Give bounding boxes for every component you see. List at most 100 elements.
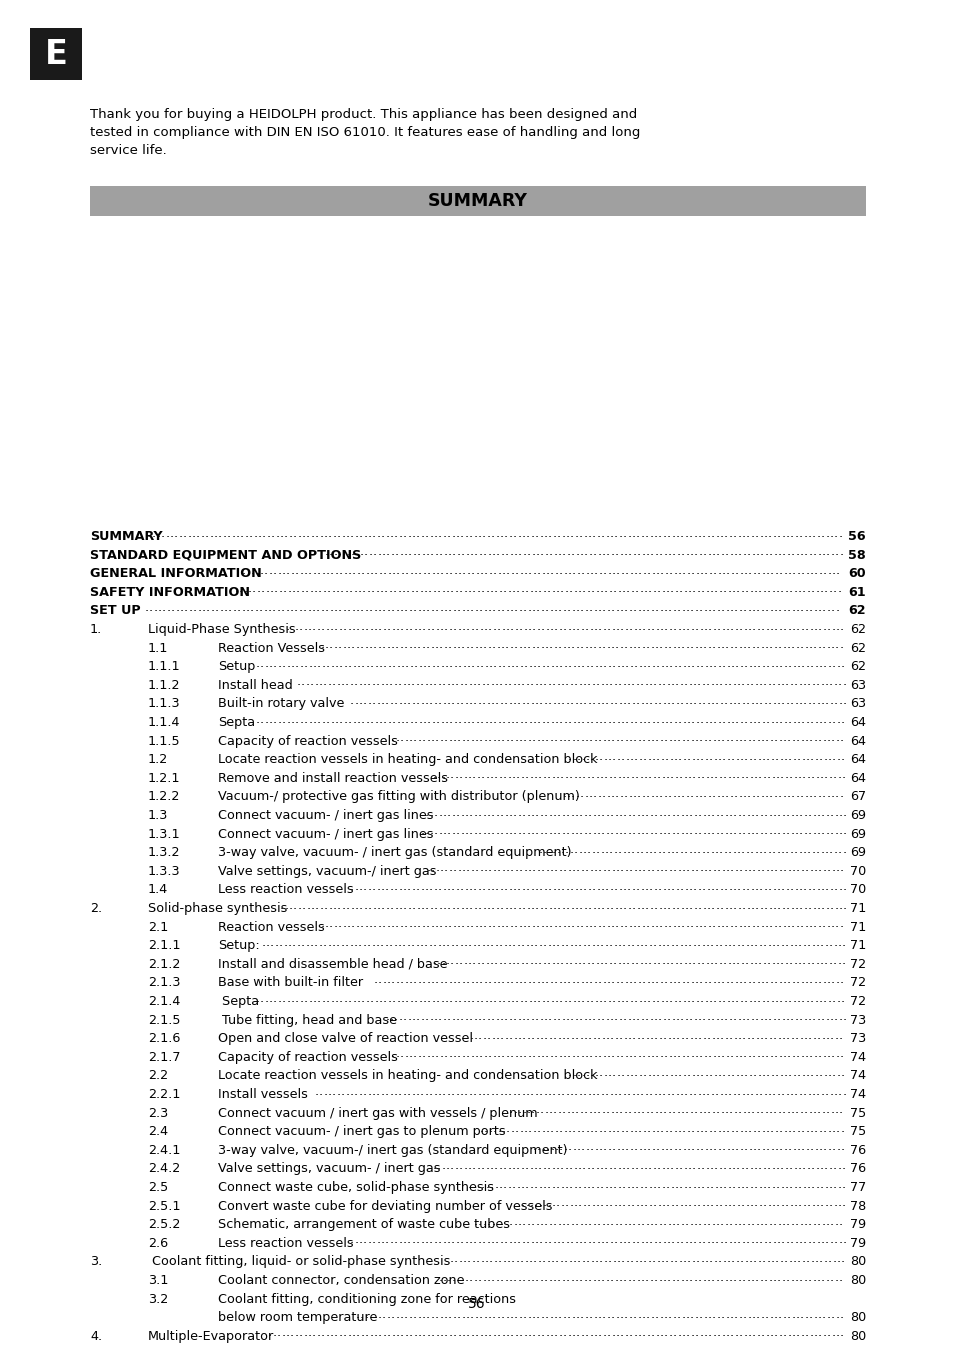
Text: .: .	[770, 954, 775, 967]
Text: .: .	[504, 805, 508, 819]
Text: .: .	[548, 546, 553, 558]
Text: .: .	[817, 917, 821, 931]
Text: .: .	[518, 1327, 522, 1339]
Text: .: .	[720, 620, 724, 632]
Text: .: .	[376, 898, 380, 912]
Text: .: .	[627, 546, 632, 558]
Text: .: .	[791, 1047, 795, 1061]
Text: service life.: service life.	[90, 145, 167, 157]
Text: .: .	[691, 1159, 696, 1173]
Text: .: .	[511, 954, 516, 967]
Text: .: .	[417, 973, 421, 986]
Text: .: .	[665, 1159, 669, 1173]
Text: .: .	[615, 917, 618, 931]
Text: .: .	[582, 676, 586, 689]
Text: .: .	[288, 936, 292, 948]
Text: .: .	[695, 1066, 700, 1079]
Text: .: .	[780, 582, 783, 596]
Text: .: .	[730, 1252, 735, 1265]
Text: .: .	[479, 1252, 484, 1265]
Text: .: .	[540, 1121, 545, 1135]
Text: 63: 63	[849, 697, 865, 711]
Text: .: .	[512, 1233, 517, 1247]
Text: .: .	[684, 788, 689, 800]
Text: .: .	[561, 1029, 565, 1042]
Text: .: .	[774, 1121, 778, 1135]
Text: .: .	[607, 1252, 611, 1265]
Text: .: .	[525, 676, 529, 689]
Text: .: .	[798, 676, 801, 689]
Text: .: .	[429, 898, 433, 912]
Text: .: .	[733, 546, 737, 558]
Text: .: .	[658, 694, 661, 707]
Text: .: .	[684, 1104, 688, 1116]
Text: .: .	[805, 954, 810, 967]
Text: .: .	[421, 1308, 425, 1321]
Text: .: .	[532, 620, 536, 632]
Text: .: .	[594, 712, 598, 725]
Text: .: .	[504, 1215, 508, 1228]
Text: .: .	[500, 917, 504, 931]
Text: .: .	[819, 1159, 822, 1173]
Text: .: .	[532, 1121, 536, 1135]
Text: .: .	[624, 750, 629, 763]
Text: .: .	[761, 582, 766, 596]
Text: .: .	[817, 1308, 821, 1321]
Text: .: .	[473, 1029, 477, 1042]
Text: .: .	[800, 620, 803, 632]
Text: .: .	[529, 1159, 533, 1173]
Text: .: .	[706, 805, 710, 819]
Text: .: .	[638, 1121, 641, 1135]
Text: .: .	[767, 805, 772, 819]
Text: .: .	[830, 917, 834, 931]
Text: .: .	[685, 731, 689, 744]
Text: .: .	[740, 676, 744, 689]
Text: .: .	[742, 620, 746, 632]
Text: .: .	[218, 527, 222, 539]
Text: .: .	[387, 657, 391, 670]
Text: .: .	[563, 712, 567, 725]
Text: .: .	[626, 1233, 631, 1247]
Text: .: .	[570, 824, 574, 838]
Text: .: .	[619, 1047, 623, 1061]
Text: .: .	[692, 1178, 696, 1190]
Text: .: .	[562, 973, 566, 986]
Text: .: .	[631, 527, 635, 539]
Text: .: .	[720, 1271, 723, 1283]
Text: .: .	[606, 731, 610, 744]
Text: .: .	[663, 1308, 667, 1321]
Text: .: .	[773, 917, 777, 931]
Text: .: .	[661, 694, 665, 707]
Text: .: .	[817, 601, 821, 613]
Text: .: .	[561, 546, 566, 558]
Text: .: .	[503, 676, 507, 689]
Text: .: .	[343, 657, 347, 670]
Text: .: .	[825, 973, 830, 986]
Text: .: .	[696, 1159, 700, 1173]
Text: .: .	[750, 898, 754, 912]
Text: .: .	[399, 546, 403, 558]
Text: .: .	[520, 582, 524, 596]
Text: .: .	[467, 1252, 471, 1265]
Text: .: .	[464, 1011, 468, 1023]
Text: .: .	[320, 620, 325, 632]
Text: .: .	[580, 1252, 585, 1265]
Text: .: .	[776, 1085, 780, 1097]
Text: .: .	[621, 582, 625, 596]
Text: .: .	[495, 824, 499, 838]
Text: .: .	[767, 1011, 771, 1023]
Text: .: .	[551, 936, 556, 948]
Text: .: .	[449, 657, 453, 670]
Text: .: .	[824, 1029, 829, 1042]
Text: .: .	[824, 805, 829, 819]
Text: .: .	[348, 992, 352, 1005]
Text: .: .	[294, 712, 299, 725]
Text: .: .	[461, 1308, 465, 1321]
Text: .: .	[434, 1011, 437, 1023]
Text: .: .	[645, 917, 649, 931]
Text: .: .	[758, 1085, 762, 1097]
Text: .: .	[525, 1233, 529, 1247]
Text: .: .	[675, 1085, 679, 1097]
Text: .: .	[729, 1308, 733, 1321]
Text: .: .	[603, 582, 608, 596]
